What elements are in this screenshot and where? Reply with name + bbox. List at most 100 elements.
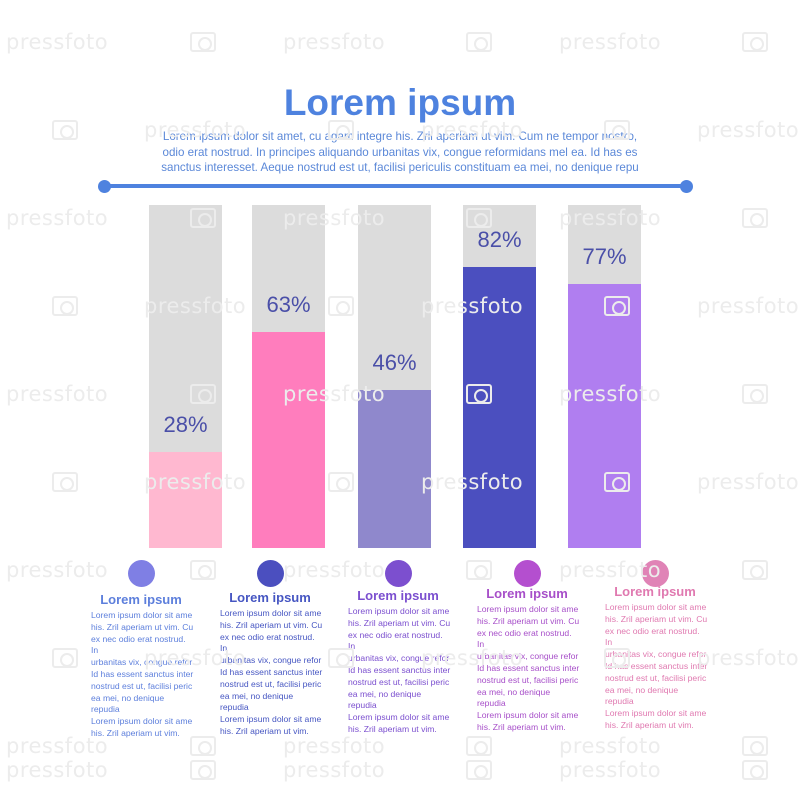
item-title: Lorem ipsum — [357, 588, 439, 603]
item-body-line: Id has essent sanctus inter — [91, 668, 194, 679]
watermark-camera-icon — [190, 560, 216, 580]
item-body-line: ea mei, no denique repudia — [91, 692, 165, 715]
watermark-camera-icon — [742, 760, 768, 780]
item-title: Lorem ipsum — [486, 586, 568, 601]
item-body-line: his. Zril aperiam ut vim. — [605, 719, 694, 730]
divider-dot-right — [680, 180, 693, 193]
item-body: Lorem ipsum dolor sit ame his. Zril aperi… — [477, 604, 581, 734]
item-body-line: Lorem ipsum dolor sit ame — [605, 602, 707, 612]
item-body-line: Lorem ipsum dolor sit ame — [91, 716, 193, 727]
bar — [252, 332, 325, 548]
watermark-text: pressfoto — [6, 30, 109, 54]
bar-track: 82% — [463, 205, 536, 548]
item-body-line: his. Zril aperiam ut vim. Cu — [91, 621, 194, 632]
item-body-line: Id has essent sanctus inter — [220, 666, 323, 677]
item-title: Lorem ipsum — [229, 590, 311, 605]
bar-value-label: 46% — [372, 350, 417, 375]
item-body-line: nostrud est ut, facilisi peric — [605, 672, 707, 683]
intro-line: Lorem ipsum dolor sit amet, cu agam inte… — [162, 130, 638, 143]
watermark-camera-icon — [742, 560, 768, 580]
item-title: Lorem ipsum — [100, 592, 182, 607]
bar-track: 63% — [252, 205, 325, 548]
legend-dot — [642, 560, 669, 587]
item-body-line: ex nec odio erat nostrud. In — [220, 631, 315, 654]
watermark-text: pressfoto — [6, 558, 109, 582]
item-body-line: his. Zril aperiam ut vim. — [91, 727, 180, 738]
bar-value-label: 77% — [582, 244, 627, 269]
item-body-line: Lorem ipsum dolor sit ame — [477, 604, 579, 614]
item-body-line: his. Zril aperiam ut vim. — [348, 723, 437, 734]
item-body-line: ea mei, no denique repudia — [220, 690, 294, 713]
bar — [149, 452, 222, 548]
watermark-camera-icon — [742, 208, 768, 228]
item-body-line: ea mei, no denique repudia — [348, 688, 422, 711]
item-body-line: ea mei, no denique repudia — [477, 686, 551, 709]
bar-value-label: 63% — [266, 292, 311, 317]
item-body-line: Id has essent sanctus inter — [605, 660, 708, 671]
item-body-line: his. Zril aperiam ut vim. Cu — [605, 613, 708, 624]
watermark-text: pressfoto — [283, 758, 386, 782]
bar — [568, 284, 641, 548]
item-body-line: urbanitas vix, congue refor — [91, 657, 193, 668]
bar-track: 77% — [568, 205, 641, 548]
item-body-line: ex nec odio erat nostrud. In — [605, 625, 700, 648]
watermark-text: pressfoto — [6, 206, 109, 230]
item-body-line: nostrud est ut, facilisi peric — [348, 676, 450, 687]
item-body-line: urbanitas vix, congue refor — [348, 653, 450, 664]
item-body-line: his. Zril aperiam ut vim. — [220, 725, 309, 736]
watermark-text: pressfoto — [559, 734, 662, 758]
bar-value-label: 28% — [163, 412, 208, 437]
divider-line — [105, 184, 686, 188]
item-body-line: Lorem ipsum dolor sit ame — [348, 606, 450, 616]
watermark-camera-icon — [190, 32, 216, 52]
intro-line: sanctus interesset. Aeque nostrud est ut… — [161, 161, 639, 174]
item-body: Lorem ipsum dolor sit ame his. Zril aperi… — [348, 606, 452, 736]
watermark-text: pressfoto — [559, 30, 662, 54]
item-body-line: his. Zril aperiam ut vim. Cu — [220, 619, 323, 630]
legend-dot — [257, 560, 284, 587]
item-body-line: Lorem ipsum dolor sit ame — [91, 610, 193, 620]
item-body: Lorem ipsum dolor sit ame his. Zril aperi… — [91, 610, 195, 740]
item-body-line: his. Zril aperiam ut vim. Cu — [477, 615, 580, 626]
item-body-line: Id has essent sanctus inter — [348, 664, 451, 675]
legend-dot — [385, 560, 412, 587]
bar-value-label: 82% — [477, 227, 522, 252]
item-body-line: ex nec odio erat nostrud. In — [477, 627, 572, 650]
item-body-line: Id has essent sanctus inter — [477, 662, 580, 673]
watermark-camera-icon — [52, 296, 78, 316]
watermark-text: pressfoto — [283, 558, 386, 582]
watermark-camera-icon — [328, 472, 354, 492]
item-body-line: Lorem ipsum dolor sit ame — [220, 714, 322, 725]
item-body-line: urbanitas vix, congue refor — [477, 651, 579, 662]
legend-dot — [514, 560, 541, 587]
bar-track: 28% — [149, 205, 222, 548]
item-body-line: Lorem ipsum dolor sit ame — [220, 608, 322, 618]
bar — [463, 267, 536, 548]
watermark-camera-icon — [466, 760, 492, 780]
watermark-camera-icon — [52, 472, 78, 492]
watermark-text: pressfoto — [697, 294, 800, 318]
watermark-camera-icon — [742, 32, 768, 52]
item-body-line: his. Zril aperiam ut vim. — [477, 721, 566, 732]
watermark-text: pressfoto — [559, 758, 662, 782]
watermark-camera-icon — [742, 736, 768, 756]
watermark-camera-icon — [328, 296, 354, 316]
intro-text: Lorem ipsum dolor sit amet, cu agam inte… — [150, 129, 650, 176]
watermark-camera-icon — [466, 560, 492, 580]
item-body-line: nostrud est ut, facilisi peric — [477, 674, 579, 685]
item-body-line: ea mei, no denique repudia — [605, 684, 679, 707]
item-body-line: urbanitas vix, congue refor — [220, 655, 322, 666]
item-body-line: nostrud est ut, facilisi peric — [91, 680, 193, 691]
page-title: Lorem ipsum — [283, 82, 517, 123]
item-body-line: ex nec odio erat nostrud. In — [348, 629, 443, 652]
item-body: Lorem ipsum dolor sit ame his. Zril aperi… — [220, 608, 324, 738]
watermark-text: pressfoto — [6, 758, 109, 782]
bar — [358, 390, 431, 548]
legend-dot — [128, 560, 155, 587]
item-body-line: Lorem ipsum dolor sit ame — [348, 712, 450, 723]
item-body: Lorem ipsum dolor sit ame his. Zril aperi… — [605, 602, 709, 732]
watermark-text: pressfoto — [697, 470, 800, 494]
watermark-camera-icon — [742, 384, 768, 404]
item-body-line: Lorem ipsum dolor sit ame — [605, 708, 707, 719]
item-title: Lorem ipsum — [614, 584, 696, 599]
